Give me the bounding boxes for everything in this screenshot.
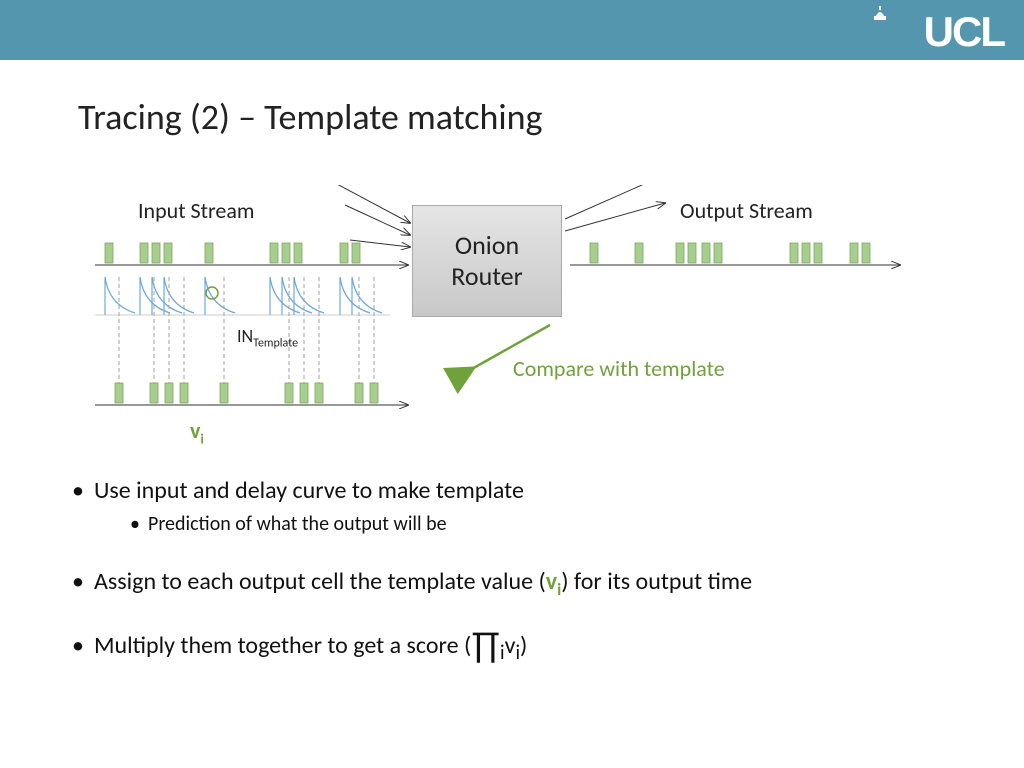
- slide-title: Tracing (2) – Template matching: [78, 95, 543, 139]
- diagram-area: Input Stream Output Stream Onion Router: [90, 185, 930, 445]
- ucl-logo: UCL: [924, 8, 1004, 56]
- bullet-list: Use input and delay curve to make templa…: [72, 475, 952, 695]
- vi-label: vi: [190, 417, 204, 447]
- bullet-1-sub: Prediction of what the output will be: [130, 511, 952, 538]
- compare-label: Compare with template: [513, 355, 725, 382]
- bullet-1: Use input and delay curve to make templa…: [72, 475, 952, 538]
- diagram-svg: [90, 185, 930, 445]
- ucl-dome-icon: [874, 6, 886, 20]
- bullet-2: Assign to each output cell the template …: [72, 566, 952, 601]
- in-template-label: INTemplate: [237, 325, 298, 351]
- header-bar: UCL: [0, 0, 1024, 60]
- bullet-3: Multiply them together to get a score (∏…: [72, 630, 952, 667]
